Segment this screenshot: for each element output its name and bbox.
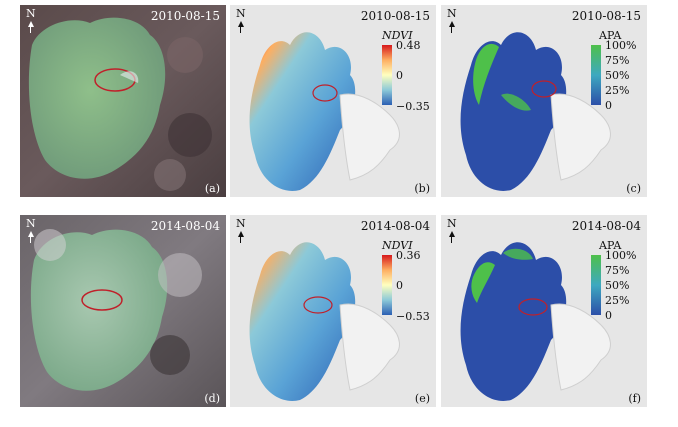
legend-tick-0: 0 [605, 99, 612, 112]
legend-title: APA [599, 239, 622, 252]
legend-tick-max: 0.36 [396, 249, 421, 262]
legend-tick-min: −0.53 [396, 310, 430, 323]
panel-label: (f) [628, 392, 641, 405]
legend-tick-zero: 0 [396, 279, 403, 292]
panel-e-ndvi: N 2014-08-04 NDVI 0.36 0 −0.53 (e) [230, 215, 436, 407]
panel-label: (b) [414, 182, 430, 195]
legend-tick-100: 100% [605, 39, 637, 52]
north-arrow: N [236, 7, 246, 33]
legend-title: NDVI [382, 239, 413, 252]
panel-b-ndvi: N 2010-08-15 NDVI 0.48 0 −0.35 (b) [230, 5, 436, 197]
apa-map-2014 [460, 242, 611, 401]
apa-colorbar [591, 45, 601, 105]
ndvi-colorbar [382, 255, 392, 315]
date-label: 2014-08-04 [360, 219, 430, 233]
legend-tick-min: −0.35 [396, 100, 430, 113]
north-arrow: N [236, 217, 246, 243]
legend-tick-0: 0 [605, 309, 612, 322]
legend-tick-50: 50% [605, 279, 630, 292]
satellite-image-2014 [20, 215, 226, 407]
legend-title: NDVI [382, 29, 413, 42]
legend-tick-75: 75% [605, 54, 630, 67]
ndvi-map-2010 [249, 32, 400, 191]
panel-label: (e) [414, 392, 430, 405]
date-label: 2010-08-15 [571, 9, 641, 23]
legend-tick-max: 0.48 [396, 39, 421, 52]
legend-title: APA [599, 29, 622, 42]
legend-tick-50: 50% [605, 69, 630, 82]
panel-a-satellite: N 2010-08-15 (a) [20, 5, 226, 197]
legend-tick-25: 25% [605, 84, 630, 97]
legend-tick-zero: 0 [396, 69, 403, 82]
panel-label: (c) [626, 182, 641, 195]
legend-tick-25: 25% [605, 294, 630, 307]
ndvi-colorbar [382, 45, 392, 105]
apa-map-2010 [460, 32, 611, 191]
north-arrow: N [26, 217, 36, 243]
north-arrow: N [26, 7, 36, 33]
legend-tick-75: 75% [605, 264, 630, 277]
panel-c-apa: N 2010-08-15 APA 100% 75% 50% 25% 0 (c) [441, 5, 647, 197]
legend-tick-100: 100% [605, 249, 637, 262]
north-arrow: N [447, 7, 457, 33]
ndvi-map-2014 [249, 242, 400, 401]
satellite-image-2010 [20, 5, 226, 197]
panel-label: (a) [204, 182, 220, 195]
panel-label: (d) [204, 392, 220, 405]
date-label: 2014-08-04 [150, 219, 220, 233]
north-arrow: N [447, 217, 457, 243]
date-label: 2010-08-15 [150, 9, 220, 23]
apa-colorbar [591, 255, 601, 315]
panel-d-satellite: N 2014-08-04 (d) [20, 215, 226, 407]
date-label: 2014-08-04 [571, 219, 641, 233]
date-label: 2010-08-15 [360, 9, 430, 23]
panel-f-apa: N 2014-08-04 APA 100% 75% 50% 25% 0 (f) [441, 215, 647, 407]
